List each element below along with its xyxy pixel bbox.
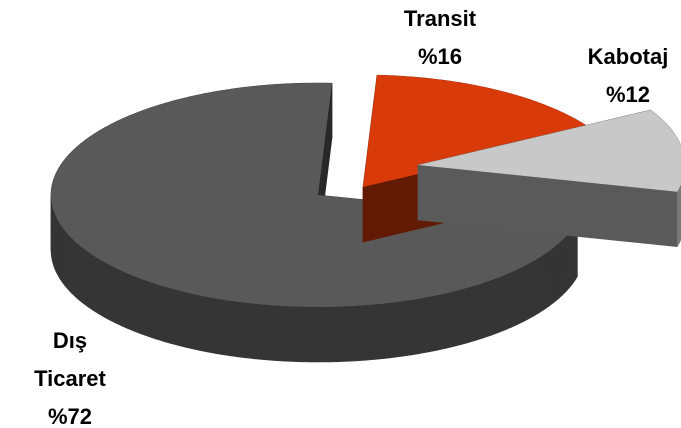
slice-side [67, 233, 72, 294]
slice-side [194, 293, 204, 352]
slice-side [497, 274, 505, 334]
slice-side [490, 277, 499, 336]
slice-side [127, 273, 135, 332]
slice-side [676, 187, 680, 247]
slice-side [475, 282, 484, 341]
slice-side [170, 288, 179, 346]
slice-side [237, 301, 247, 359]
slice-side [114, 267, 122, 327]
slice-side [57, 218, 61, 280]
slice-side [427, 294, 437, 353]
slice-side [282, 305, 293, 362]
slice-side [273, 305, 284, 362]
slice-side [510, 269, 518, 328]
slice-side [178, 290, 187, 348]
slice-side [202, 295, 212, 354]
slice-side [228, 300, 238, 358]
slice-side [97, 258, 104, 318]
slice-side [186, 292, 196, 350]
slice-side [401, 299, 412, 357]
slice-side [436, 293, 446, 351]
slice-side [291, 306, 302, 363]
slice-side [134, 275, 142, 335]
category-label: Kabotaj [587, 44, 669, 69]
slice-side [59, 222, 63, 284]
slice-side [562, 235, 567, 296]
slice-side [148, 281, 156, 340]
slice-side [393, 300, 403, 358]
slice-side [517, 266, 524, 326]
slice-side [109, 264, 116, 324]
slice-side [264, 304, 275, 361]
value-label: %72 [47, 404, 93, 428]
slice-side [211, 297, 221, 355]
slice-side [61, 226, 66, 287]
slice-side [365, 304, 376, 361]
slice-side [539, 253, 546, 313]
slice-side [544, 249, 551, 310]
slice-side [460, 287, 469, 346]
slice-label: Transit %16 [380, 0, 500, 76]
slice-side [452, 289, 462, 348]
slice-side [356, 304, 367, 362]
slice-side [410, 298, 420, 356]
slice-side [558, 239, 563, 300]
slice-side [64, 230, 69, 291]
slice [418, 110, 681, 192]
slice-side [92, 254, 99, 315]
slice-side [468, 284, 477, 343]
slice-label: Kabotaj %12 [568, 38, 681, 114]
slice-side [75, 241, 80, 301]
slice-side [162, 285, 172, 344]
slice-side [483, 279, 492, 339]
slice-side [310, 306, 321, 363]
slice [363, 75, 596, 187]
slice-side [246, 302, 256, 360]
value-label: %12 [605, 82, 651, 107]
slice-side [141, 278, 149, 337]
slice-side [384, 302, 394, 359]
slice-side [87, 251, 94, 311]
slice-side [255, 303, 265, 361]
slice [51, 83, 578, 307]
slice-side [565, 232, 570, 293]
slice-side [71, 237, 76, 298]
slice-side [375, 303, 385, 360]
slice-side [338, 305, 349, 362]
slice-side [528, 259, 536, 320]
slice-side [155, 283, 164, 342]
category-label: Dış Ticaret [34, 328, 106, 391]
slice-side [301, 306, 312, 363]
slice-side [83, 248, 89, 308]
slice-side [329, 306, 339, 363]
slice-label: Dış Ticaret %72 [20, 322, 120, 428]
slice-side [419, 296, 429, 354]
slice-side [347, 305, 358, 362]
slice-side [103, 261, 110, 321]
slice-side [504, 271, 512, 331]
category-label: Transit [403, 6, 477, 31]
slice-side [219, 298, 230, 356]
slice-side [319, 306, 330, 363]
slice-side [79, 244, 84, 305]
slice-side [523, 263, 530, 323]
slice-side [444, 291, 454, 349]
value-label: %16 [417, 44, 463, 69]
slice-side [534, 256, 541, 316]
slice-side [549, 246, 555, 307]
slice-side [553, 243, 559, 303]
slice-side [121, 270, 129, 330]
slice-side [568, 228, 573, 289]
